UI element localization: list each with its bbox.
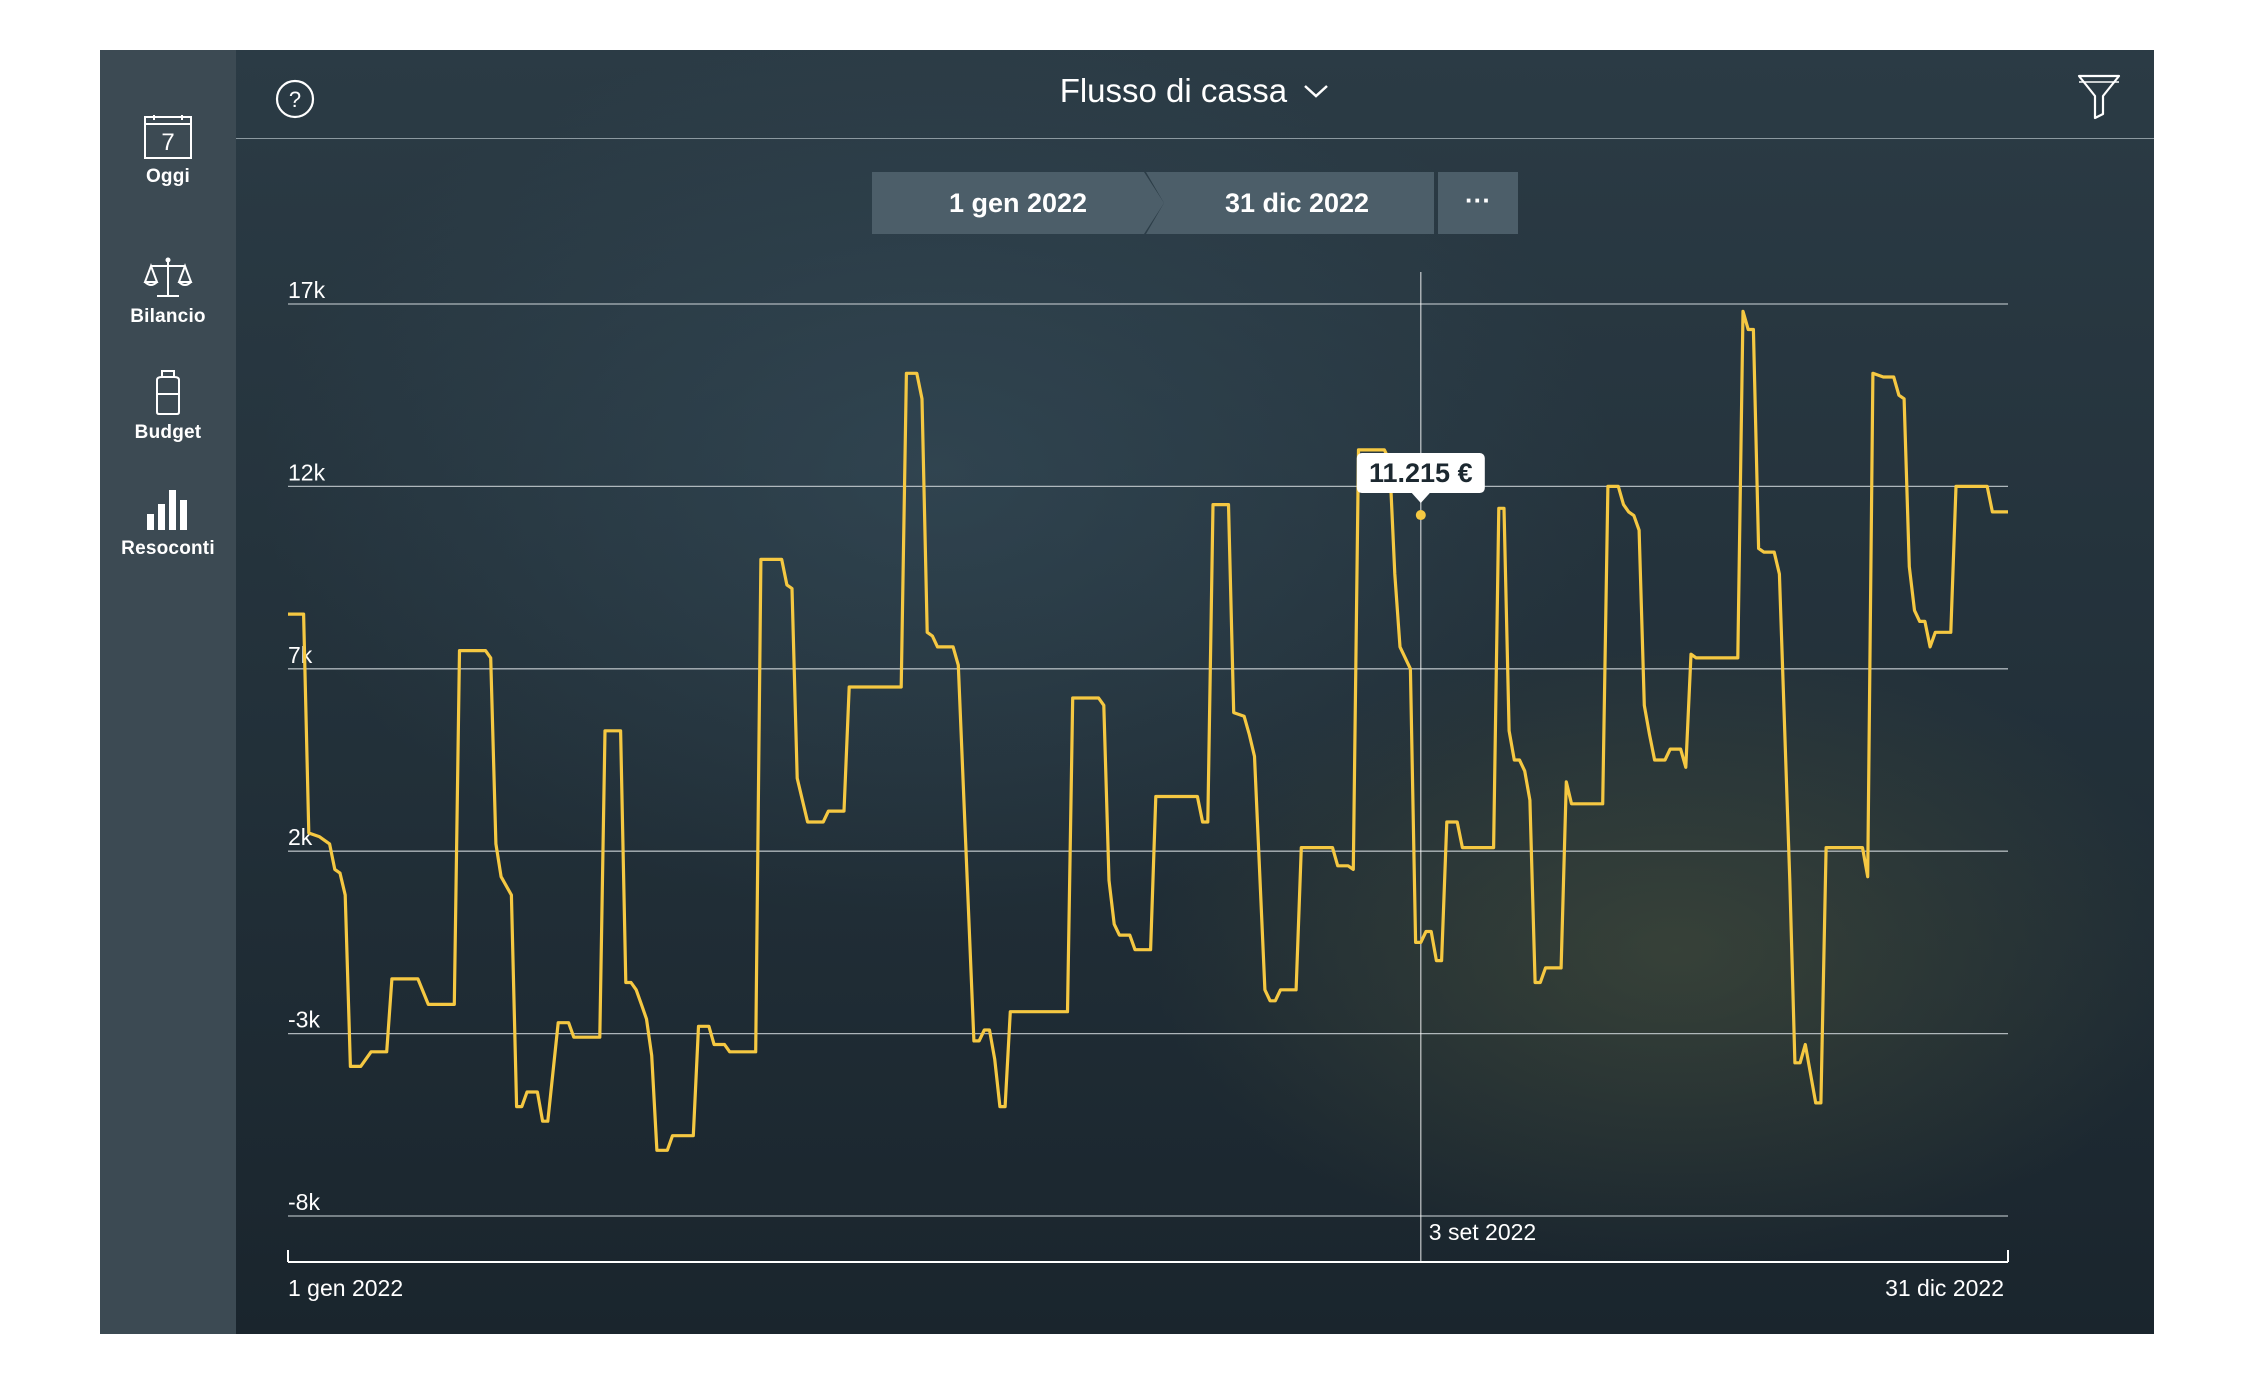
tooltip-box — [1356, 453, 1485, 494]
calendar-icon: 7 — [144, 115, 192, 159]
filter-icon[interactable] — [2076, 72, 2122, 120]
sidebar-item-label: Bilancio — [130, 306, 206, 327]
end-date-button[interactable]: 31 dic 2022 — [1146, 172, 1434, 234]
y-tick-label: -8k — [288, 1189, 320, 1215]
y-tick-label: -3k — [288, 1007, 320, 1033]
sidebar-item-resoconti[interactable]: Resoconti — [100, 486, 236, 560]
sidebar-item-oggi[interactable]: 7 Oggi — [100, 114, 236, 188]
main-panel: ? Flusso di cassa 1 gen 2022 31 dic 2022… — [236, 50, 2154, 1334]
cashflow-series-line — [288, 309, 2008, 1152]
x-axis-start-label: 1 gen 2022 — [288, 1275, 403, 1301]
y-tick-label: 17k — [288, 277, 326, 303]
sidebar-item-bilancio[interactable]: Bilancio — [100, 254, 236, 328]
y-tick-label: 12k — [288, 459, 326, 485]
sidebar-item-label: Oggi — [145, 166, 191, 187]
report-selector[interactable]: Flusso di cassa — [236, 70, 2154, 110]
tooltip-pointer — [1411, 493, 1430, 504]
sidebar-item-label: Budget — [134, 422, 202, 443]
more-options-button[interactable]: ··· — [1438, 172, 1518, 234]
x-axis-end-label: 31 dic 2022 — [1885, 1275, 2004, 1301]
app-window: 7 Oggi Bilancio Budget — [100, 50, 2154, 1334]
tooltip-point-marker — [1415, 510, 1426, 521]
sidebar: 7 Oggi Bilancio Budget — [100, 50, 236, 1334]
bar-chart-icon — [147, 490, 187, 530]
page-title: Flusso di cassa — [1059, 72, 1288, 110]
sidebar-item-budget[interactable]: Budget — [100, 370, 236, 444]
y-tick-label: 7k — [288, 642, 313, 668]
sidebar-item-label: Resoconti — [121, 538, 215, 559]
tooltip-value: 11.215 € — [1369, 458, 1473, 488]
start-date-button[interactable]: 1 gen 2022 — [872, 172, 1164, 234]
chevron-down-icon — [1304, 85, 1329, 98]
calendar-day: 7 — [161, 129, 174, 156]
svg-text:?: ? — [289, 87, 301, 112]
question-icon[interactable]: ? — [274, 78, 316, 120]
budget-jar-icon — [156, 370, 180, 415]
crosshair-date-label: 3 set 2022 — [1429, 1219, 1536, 1245]
balance-scale-icon — [143, 257, 193, 297]
header-divider — [236, 138, 2154, 139]
